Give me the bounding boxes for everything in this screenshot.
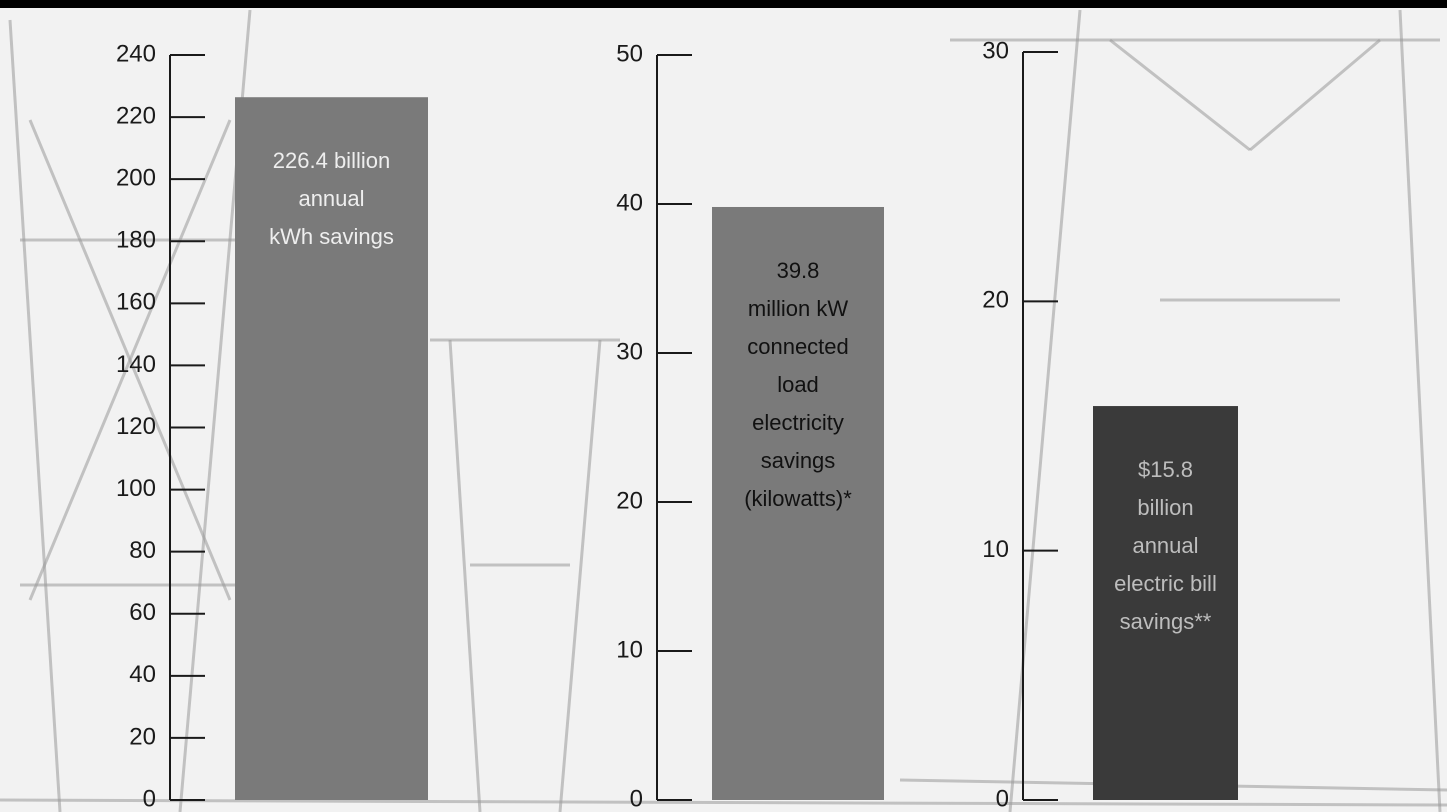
y-tick-label: 30 (616, 338, 643, 365)
y-tick-label: 20 (982, 287, 1009, 314)
y-tick-label: 240 (116, 40, 156, 67)
y-tick-label: 200 (116, 165, 156, 192)
bar-label: 39.8 million kW connected load electrici… (744, 257, 852, 511)
y-tick-label: 160 (116, 289, 156, 316)
bar-label: 226.4 billion annual kWh savings (269, 148, 394, 250)
bar (235, 97, 428, 800)
bar-label: $15.8 billion annual electric bill savin… (1114, 457, 1217, 635)
y-tick-label: 40 (129, 661, 156, 688)
y-tick-label: 20 (129, 723, 156, 750)
y-tick-label: 40 (616, 189, 643, 216)
y-tick-label: 120 (116, 413, 156, 440)
y-tick-label: 140 (116, 351, 156, 378)
background-towers (0, 9, 1447, 812)
y-tick-label: 10 (616, 636, 643, 663)
y-tick-label: 220 (116, 102, 156, 129)
y-tick-label: 60 (129, 599, 156, 626)
y-tick-label: 10 (982, 536, 1009, 563)
bar (1093, 406, 1238, 800)
y-tick-label: 0 (630, 785, 643, 812)
y-tick-label: 0 (996, 785, 1009, 812)
y-tick-label: 100 (116, 475, 156, 502)
y-tick-label: 0 (143, 785, 156, 812)
y-tick-label: 180 (116, 227, 156, 254)
bar (712, 206, 884, 801)
y-tick-label: 20 (616, 487, 643, 514)
y-tick-label: 30 (982, 37, 1009, 64)
top-band (0, 0, 1447, 8)
y-tick-label: 80 (129, 537, 156, 564)
y-tick-label: 50 (616, 40, 643, 67)
